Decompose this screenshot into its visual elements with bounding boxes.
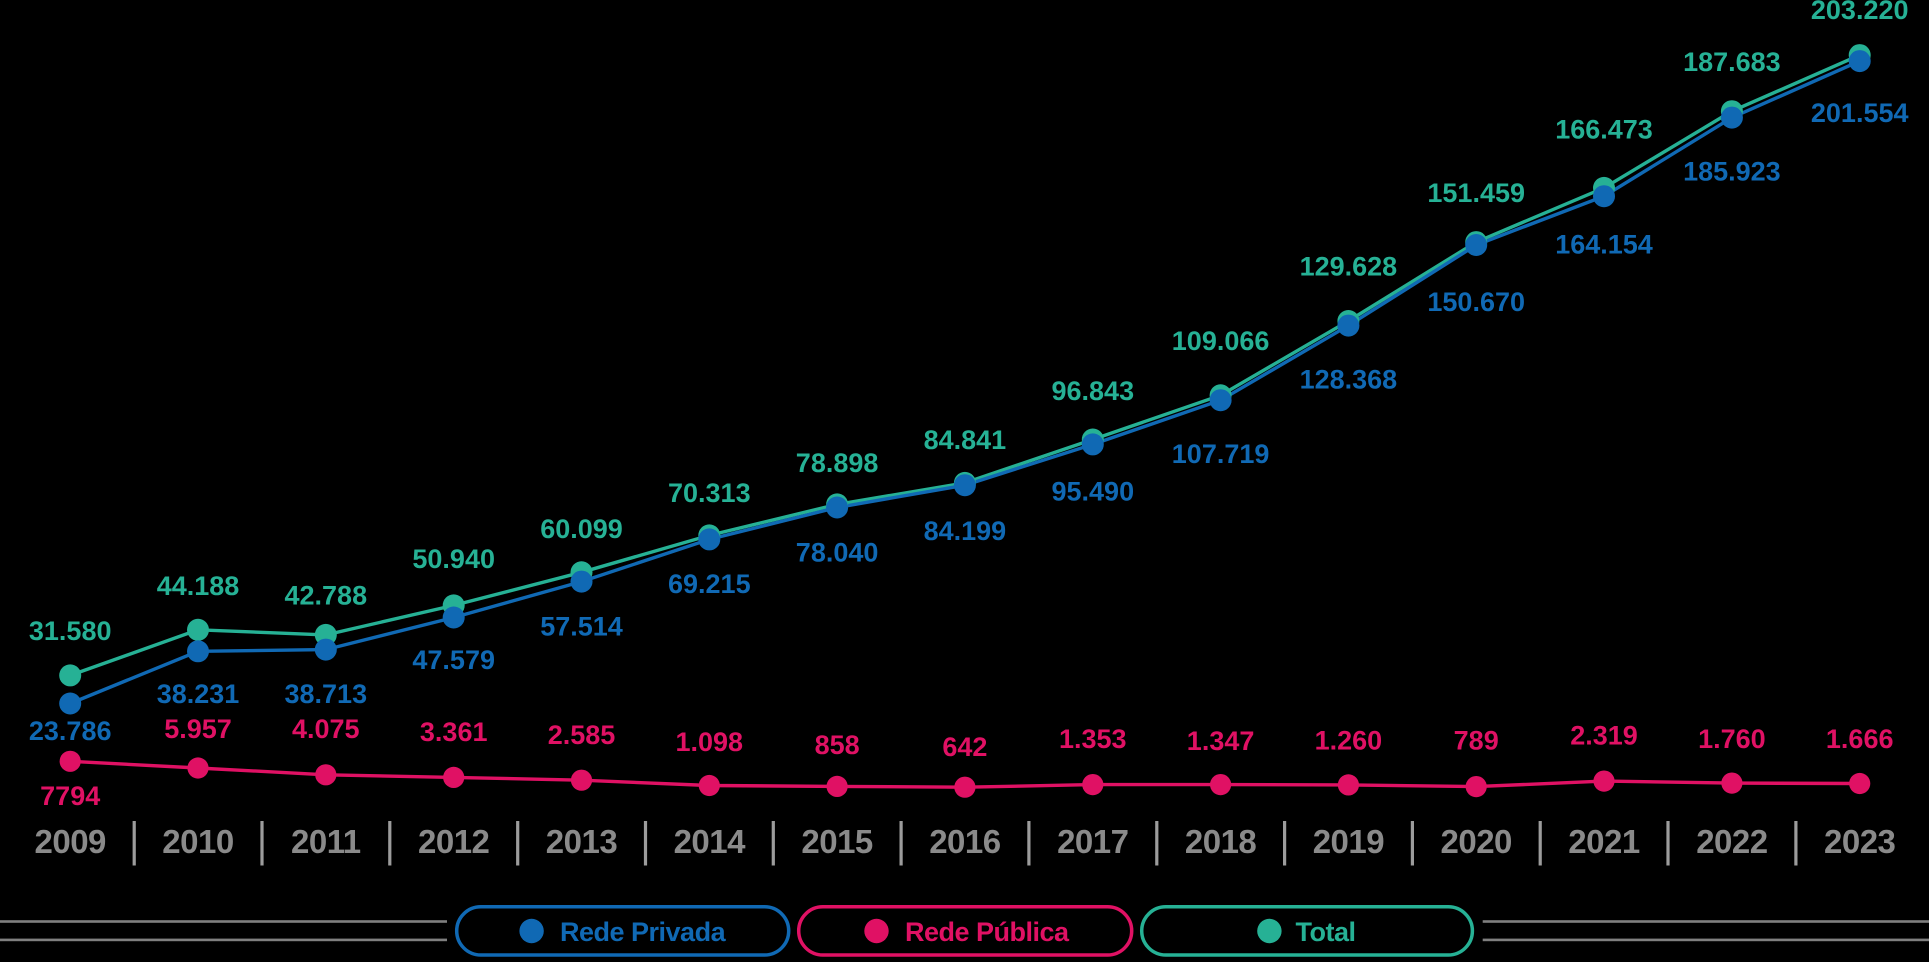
svg-text:2.319: 2.319 [1570,721,1638,751]
svg-text:3.361: 3.361 [420,717,488,747]
svg-text:107.719: 107.719 [1172,439,1270,469]
svg-text:38.713: 38.713 [285,679,368,709]
svg-text:44.188: 44.188 [157,571,240,601]
svg-text:2012: 2012 [418,823,490,860]
svg-text:96.843: 96.843 [1052,376,1135,406]
svg-text:2023: 2023 [1824,823,1896,860]
svg-text:2010: 2010 [162,823,233,860]
svg-text:5.957: 5.957 [164,714,232,744]
svg-text:Rede Pública: Rede Pública [905,917,1070,947]
svg-text:2017: 2017 [1057,823,1128,860]
svg-text:38.231: 38.231 [157,679,240,709]
svg-text:4.075: 4.075 [292,714,360,744]
svg-text:69.215: 69.215 [668,569,751,599]
svg-text:151.459: 151.459 [1427,178,1525,208]
svg-text:95.490: 95.490 [1052,477,1135,507]
svg-text:1.098: 1.098 [676,727,744,757]
svg-text:2021: 2021 [1568,823,1640,860]
svg-text:2016: 2016 [929,823,1001,860]
svg-text:2014: 2014 [674,823,747,860]
svg-text:642: 642 [942,732,987,762]
svg-text:187.683: 187.683 [1683,47,1781,77]
svg-text:57.514: 57.514 [540,612,623,642]
svg-text:164.154: 164.154 [1555,230,1653,260]
svg-text:2.585: 2.585 [548,720,616,750]
svg-text:150.670: 150.670 [1427,287,1525,317]
svg-text:2015: 2015 [801,823,873,860]
svg-text:2009: 2009 [34,823,106,860]
svg-text:7794: 7794 [40,781,100,811]
svg-text:129.628: 129.628 [1300,252,1398,282]
svg-text:166.473: 166.473 [1555,115,1653,145]
svg-text:201.554: 201.554 [1811,98,1909,128]
svg-text:78.898: 78.898 [796,448,879,478]
svg-text:2022: 2022 [1696,823,1768,860]
svg-text:203.220: 203.220 [1811,0,1909,25]
svg-text:1.260: 1.260 [1315,726,1383,756]
svg-text:2020: 2020 [1440,823,1511,860]
svg-text:84.841: 84.841 [924,425,1007,455]
svg-text:1.666: 1.666 [1826,724,1894,754]
svg-text:1.353: 1.353 [1059,724,1127,754]
svg-text:60.099: 60.099 [540,514,623,544]
svg-text:42.788: 42.788 [285,581,368,611]
svg-text:789: 789 [1454,726,1499,756]
svg-text:858: 858 [815,730,860,760]
svg-text:2011: 2011 [291,823,361,860]
svg-text:109.066: 109.066 [1172,326,1270,356]
svg-text:2013: 2013 [546,823,618,860]
svg-text:50.940: 50.940 [412,544,495,574]
svg-text:Rede Privada: Rede Privada [560,917,727,947]
svg-text:78.040: 78.040 [796,538,879,568]
svg-text:47.579: 47.579 [412,645,495,675]
svg-text:23.786: 23.786 [29,716,112,746]
svg-text:128.368: 128.368 [1300,365,1398,395]
svg-text:31.580: 31.580 [29,616,112,646]
svg-text:1.760: 1.760 [1698,724,1766,754]
svg-text:84.199: 84.199 [924,516,1007,546]
svg-text:Total: Total [1296,917,1356,947]
svg-text:2018: 2018 [1185,823,1257,860]
svg-text:70.313: 70.313 [668,478,751,508]
svg-text:1.347: 1.347 [1187,726,1255,756]
svg-text:2019: 2019 [1313,823,1385,860]
svg-text:185.923: 185.923 [1683,157,1781,187]
